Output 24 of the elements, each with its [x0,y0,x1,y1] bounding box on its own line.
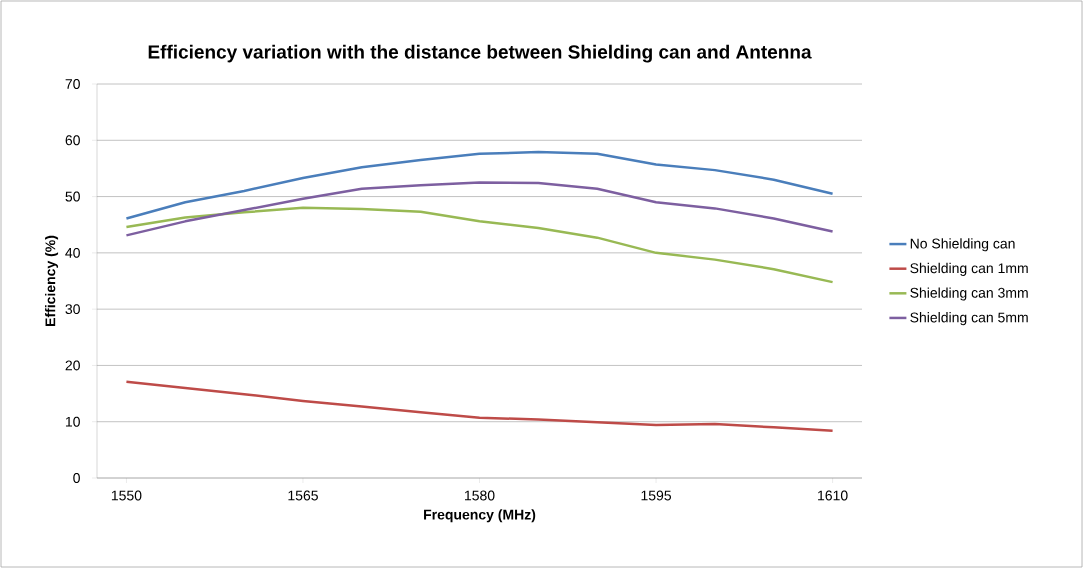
y-axis-title: Efficiency (%) [45,235,59,326]
y-tick-label: 40 [65,247,80,258]
x-tick-label: 1550 [111,490,142,501]
y-tick-label: 30 [65,304,80,315]
line-series [125,150,834,220]
y-tick-label: 0 [73,473,80,483]
line-series [125,380,834,432]
x-tick-label: 1610 [818,490,848,501]
x-tick-label: 1580 [465,490,495,501]
chart-title: Efficiency variation with the distance between Shielding can and Antenna [148,44,812,63]
legend-label: No Shielding can [910,238,1015,252]
y-tick-label: 70 [65,79,80,89]
x-tick-label: 1565 [288,490,318,501]
x-tick-label: 1595 [641,490,672,501]
legend-label: Shielding can 5mm [910,312,1028,326]
y-tick-label: 60 [65,135,80,146]
y-tick-label: 10 [65,416,80,427]
line-series [125,181,834,237]
y-tick-label: 20 [65,360,80,371]
y-tick-label: 50 [65,191,80,202]
line-series [125,206,834,284]
x-axis-title: Frequency (MHz) [424,509,536,523]
legend-label: Shielding can 3mm [910,287,1028,301]
legend-label: Shielding can 1mm [910,262,1028,276]
